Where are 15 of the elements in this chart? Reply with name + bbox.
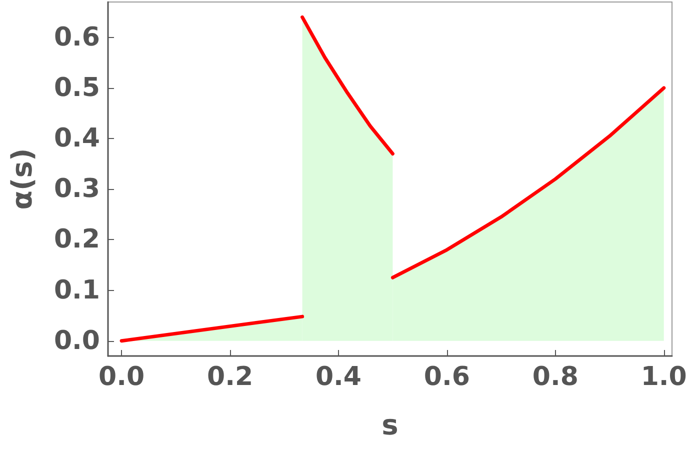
y-tick-label: 0.4 <box>54 124 100 154</box>
x-tick-label: 1.0 <box>640 362 687 392</box>
y-tick-label: 0.6 <box>54 22 100 52</box>
x-tick-label: 0.8 <box>532 362 578 392</box>
x-tick-label: 0.4 <box>315 362 362 392</box>
x-tick-label: 0.6 <box>424 362 470 392</box>
y-tick-label: 0.0 <box>54 326 100 356</box>
y-tick-label: 0.1 <box>54 275 100 306</box>
x-tick-label: 0.0 <box>98 362 145 392</box>
y-axis-title: α(s) <box>6 148 38 210</box>
x-axis-title: s <box>382 408 398 442</box>
y-tick-label: 0.3 <box>54 174 100 204</box>
y-tick-label: 0.2 <box>54 224 100 255</box>
x-tick-label: 0.2 <box>206 362 254 392</box>
y-tick-label: 0.5 <box>54 72 100 103</box>
